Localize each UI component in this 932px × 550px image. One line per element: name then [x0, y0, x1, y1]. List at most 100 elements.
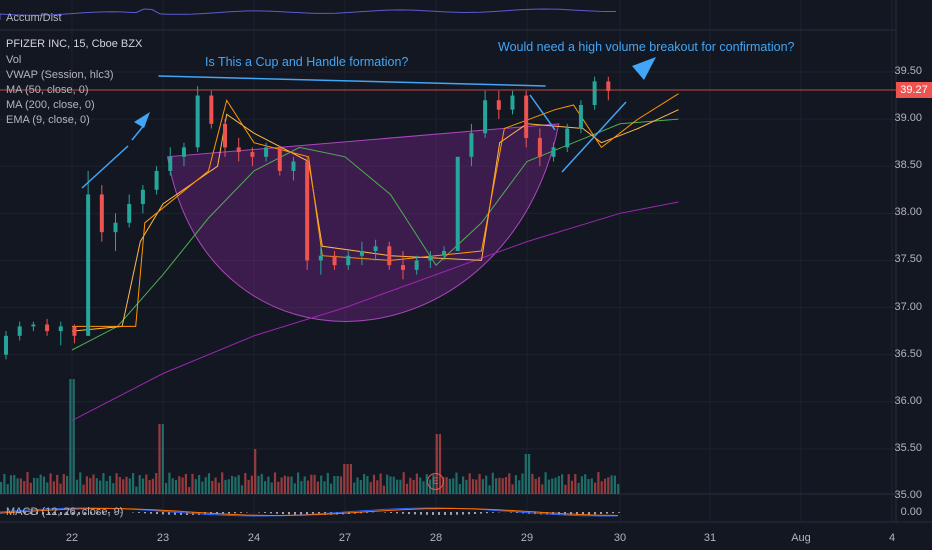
volume-bar — [580, 476, 583, 494]
volume-bar — [594, 482, 597, 494]
volume-bar — [287, 476, 290, 494]
macd-hist — [396, 512, 398, 514]
volume-bar — [485, 475, 488, 494]
macd-hist — [468, 512, 470, 515]
volume-bar — [481, 479, 484, 494]
volume-bar — [468, 473, 471, 494]
volume-bar — [313, 474, 316, 494]
volume-bar — [66, 475, 69, 494]
volume-bar — [214, 477, 217, 494]
volume-bar — [99, 480, 102, 494]
volume-bar — [6, 484, 9, 494]
volume-bar — [135, 486, 138, 494]
macd-hist — [588, 512, 590, 515]
accum-dist-line — [0, 8, 616, 20]
volume-bar — [3, 473, 6, 494]
volume-bar — [465, 479, 468, 494]
volume-bar — [293, 483, 296, 494]
candle-body — [318, 255, 323, 261]
volume-bar — [260, 473, 263, 494]
time-tick: 22 — [65, 532, 79, 544]
macd-hist — [606, 512, 608, 514]
price-tick: 36.50 — [894, 347, 922, 360]
candle-body — [140, 189, 145, 204]
volume-bar — [567, 474, 570, 494]
volume-bar — [376, 480, 379, 494]
candle-body — [469, 133, 474, 157]
macd-hist — [30, 512, 32, 515]
volume-bar — [435, 434, 438, 494]
macd-hist — [204, 512, 206, 515]
macd-hist — [36, 512, 38, 515]
candle-body — [45, 324, 50, 332]
volume-bar — [498, 477, 501, 494]
volume-bar — [178, 476, 181, 494]
volume-bar — [544, 472, 547, 494]
volume-bar — [168, 472, 171, 494]
volume-bar — [379, 473, 382, 494]
volume-bar — [534, 478, 537, 494]
macd-hist — [180, 512, 182, 515]
volume-bar — [16, 478, 19, 494]
volume-bar — [554, 477, 557, 494]
volume-bar — [577, 482, 580, 494]
annotation-arrows — [81, 57, 656, 189]
volume-bar — [122, 479, 125, 494]
volume-bar — [39, 474, 42, 494]
volume-bar — [369, 482, 372, 494]
volume-bar — [617, 484, 620, 494]
arrow-line-1 — [81, 145, 129, 189]
volume-bar — [584, 474, 587, 494]
volume-bar — [336, 475, 339, 494]
candle-body — [58, 326, 63, 332]
volume-bar — [211, 480, 214, 494]
macd-hist — [426, 512, 428, 515]
time-tick: 28 — [429, 532, 443, 544]
volume-bar — [161, 424, 164, 494]
volume-bar — [82, 484, 85, 494]
volume-bar — [326, 472, 329, 494]
volume-bar — [125, 476, 128, 494]
macd-hist — [576, 512, 578, 515]
volume-bar — [382, 485, 385, 494]
volume-bar — [184, 473, 187, 494]
arrow-line-3 — [561, 101, 627, 173]
macd-hist — [72, 512, 74, 515]
candle-body — [305, 161, 310, 261]
volume-bar — [227, 479, 230, 494]
volume-bar — [551, 478, 554, 494]
arrow-line-2 — [529, 94, 556, 131]
volume-bar — [600, 481, 603, 494]
macd-hist — [408, 512, 410, 515]
volume-bar — [155, 472, 158, 494]
macd-hist — [480, 512, 482, 514]
volume-bar — [425, 474, 428, 494]
volume-bar — [495, 478, 498, 494]
candle-body — [565, 128, 570, 148]
volume-bar — [442, 477, 445, 494]
volume-bar — [247, 479, 250, 494]
macd-hist — [294, 512, 296, 515]
volume-bar — [174, 479, 178, 494]
macd-hist — [618, 512, 620, 513]
volume-bar — [267, 476, 270, 494]
macd-hist — [420, 512, 422, 515]
volume-bar — [448, 478, 451, 494]
volume-bar — [333, 476, 336, 494]
candle-body — [387, 246, 392, 266]
macd-hist — [66, 512, 68, 515]
indicator-lines — [71, 93, 679, 422]
volume-bar — [240, 485, 244, 494]
earnings-badge[interactable]: E — [427, 473, 444, 490]
ma50-label: MA (50, close, 0) — [6, 84, 89, 96]
vwap-label: VWAP (Session, hlc3) — [6, 69, 114, 81]
volume-bar — [280, 477, 283, 494]
volume-bar — [419, 477, 422, 494]
macd-hist — [18, 512, 20, 514]
macd-hist — [264, 512, 266, 513]
volume-bar — [471, 479, 475, 494]
volume-bar — [518, 480, 521, 494]
current-price-tag: 39.27 — [896, 82, 932, 98]
volume-bar — [359, 480, 362, 494]
